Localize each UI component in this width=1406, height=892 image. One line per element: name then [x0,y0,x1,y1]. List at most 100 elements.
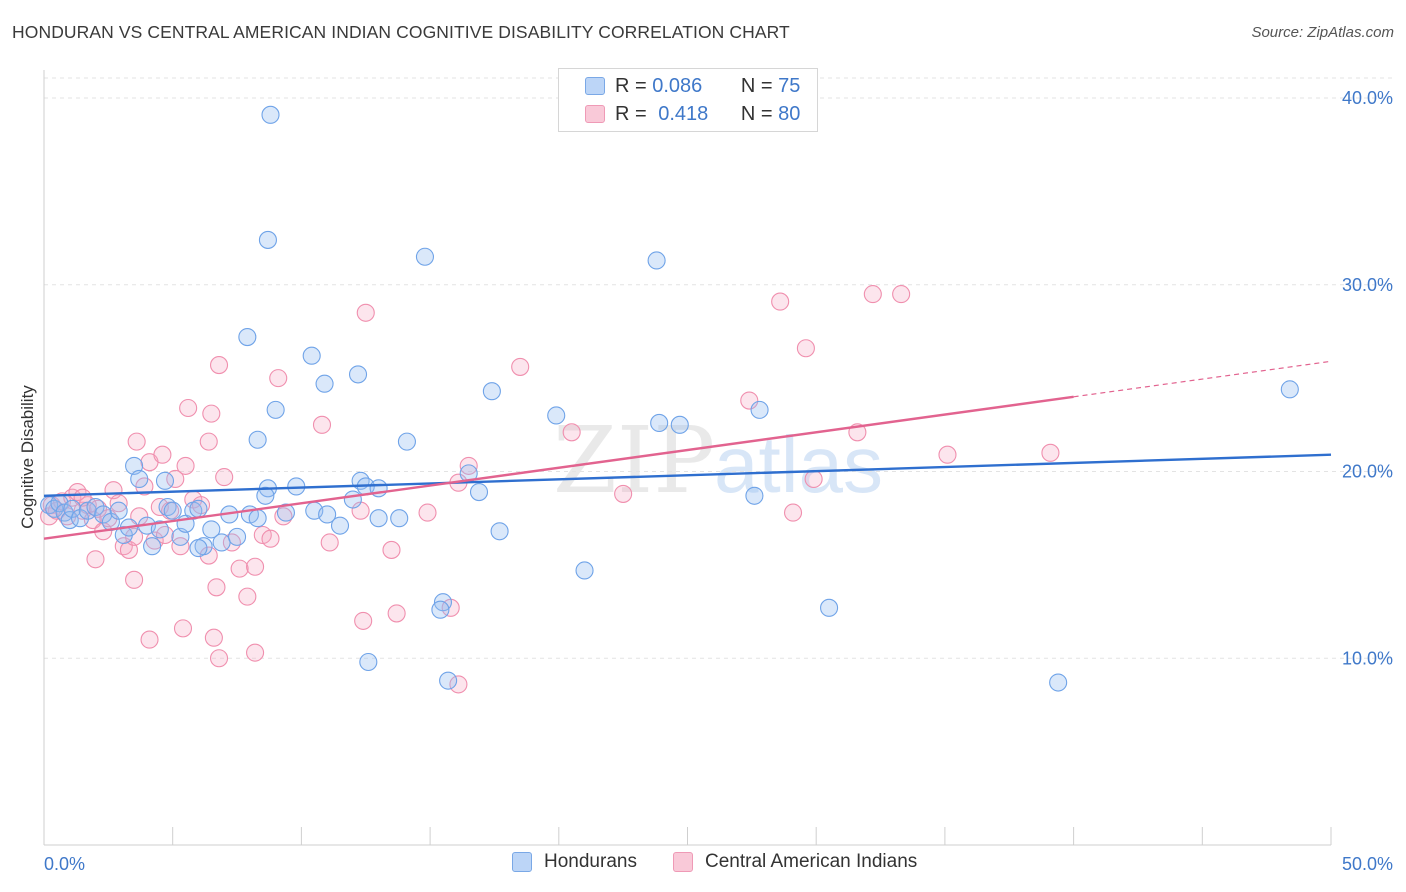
point-honduran [163,501,182,520]
x-tick-label-max: 50.0% [1342,854,1393,874]
point-honduran [256,486,275,505]
legend-n-label: N = [740,102,773,125]
legend-item-hondurans: Hondurans [512,851,637,873]
y-tick-label: 20.0% [1342,462,1393,482]
point-honduran [1049,673,1068,692]
point-honduran [650,413,669,433]
point-central-american-indian [204,628,223,647]
point-honduran [670,415,689,434]
point-central-american-indian [354,611,373,630]
point-central-american-indian [804,469,823,489]
point-honduran [63,499,82,518]
point-honduran [318,505,337,524]
point-honduran [397,432,416,451]
point-central-american-indian [207,578,226,597]
point-honduran [202,520,221,539]
point-honduran [330,516,350,535]
legend-n-value: 80 [778,102,801,125]
point-honduran [750,400,769,419]
point-honduran [276,503,296,522]
point-honduran [212,533,231,552]
point-central-american-indian [86,550,105,569]
trendline-extension [1073,360,1332,398]
point-honduran [248,430,267,449]
point-honduran [45,499,64,518]
legend-row-central-american-indians: R = 0.418 N = 80 [585,101,800,127]
point-honduran [266,400,285,419]
legend-swatch-pink [673,852,693,872]
point-honduran [86,497,105,517]
source-label: Source: ZipAtlas.com [1251,24,1394,41]
legend-item-central-american-indians: Central American Indians [673,851,917,873]
legend-swatch-pink [585,105,605,123]
point-central-american-indian [68,482,87,502]
point-honduran [109,501,128,520]
point-central-american-indian [246,557,265,576]
point-honduran [820,598,839,617]
point-central-american-indian [199,432,218,451]
point-honduran [248,509,267,528]
point-central-american-indian [863,285,882,304]
point-honduran [547,406,566,425]
point-honduran [490,522,509,541]
legend-label-central-american-indians: Central American Indians [705,851,918,872]
point-central-american-indian [202,404,221,423]
point-central-american-indian [459,456,478,475]
series-hondurans [40,105,1299,692]
trendline-hondurans [43,453,1332,497]
y-tick-label: 30.0% [1342,275,1393,295]
point-central-american-indian [261,529,280,548]
point-central-american-indian [562,423,581,442]
point-honduran [143,537,162,556]
point-central-american-indian [771,292,790,311]
chart-title: HONDURAN VS CENTRAL AMERICAN INDIAN COGN… [12,22,790,42]
point-central-american-indian [173,619,193,638]
point-central-american-indian [938,445,957,464]
legend-n-value: 75 [778,74,801,97]
point-central-american-indian [796,339,815,358]
legend-swatch-blue [512,852,532,872]
point-central-american-indian [246,643,265,662]
point-central-american-indian [209,356,229,375]
trendlines [43,360,1332,540]
legend-r-value: 0.418 [658,102,709,125]
point-central-american-indian [382,540,401,559]
point-honduran [150,520,169,539]
point-central-american-indian [171,537,190,556]
point-honduran [482,382,501,401]
series-legend: Hondurans Central American Indians [0,851,1406,877]
legend-r-label: R = [615,74,647,97]
point-central-american-indian [356,303,375,322]
point-central-american-indian [320,533,339,552]
point-central-american-indian [230,559,249,578]
series-central-american-indians [40,285,1060,694]
point-honduran [348,365,368,384]
legend-row-hondurans: R = 0.086 N = 75 [585,73,800,99]
point-honduran [189,539,208,558]
point-honduran [315,374,334,393]
point-honduran [70,509,90,528]
point-honduran [189,499,208,518]
point-honduran [469,482,489,502]
point-central-american-indian [1041,443,1060,462]
axes [43,70,1332,846]
point-central-american-indian [449,675,468,694]
point-central-american-indian [155,525,175,545]
point-honduran [130,469,149,489]
point-honduran [745,486,764,505]
point-central-american-indian [109,494,128,513]
point-central-american-indian [614,484,633,503]
point-honduran [261,105,280,124]
axis-labels: 10.0% 20.0% 30.0% 40.0% 0.0% 50.0% Cognitive D… [18,88,1393,874]
point-central-american-indian [312,415,332,434]
point-honduran [439,671,458,690]
point-honduran [302,346,321,365]
point-honduran [258,230,277,249]
point-honduran [575,561,594,580]
point-honduran [390,509,409,528]
point-central-american-indian [153,445,172,464]
point-central-american-indian [209,649,229,668]
legend-n-label: N = [740,74,773,97]
legend-r-label: R = [615,102,647,125]
